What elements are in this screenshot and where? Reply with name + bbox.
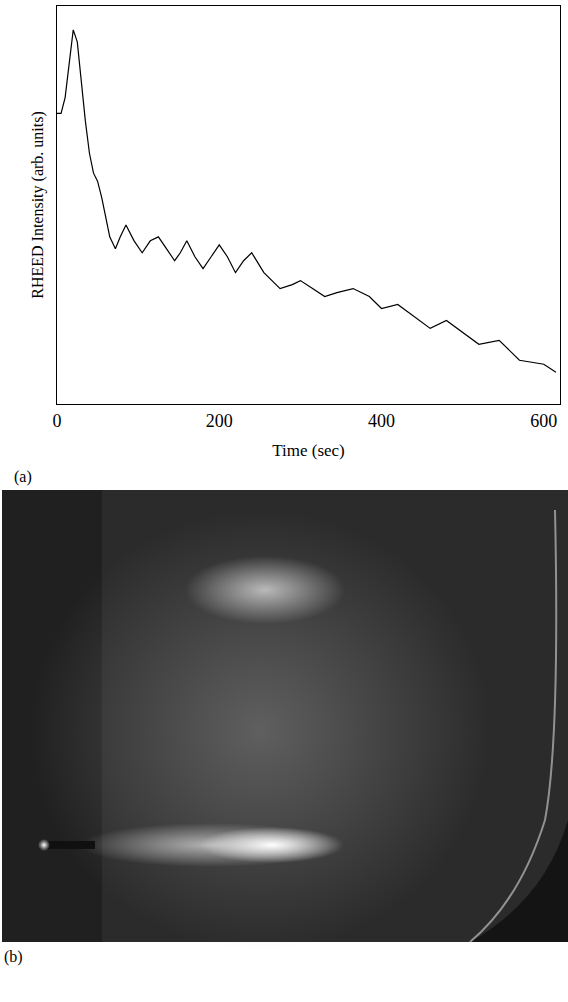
svg-text:(b): (b) [4, 948, 23, 966]
svg-text:200: 200 [206, 411, 233, 431]
svg-text:Time (sec): Time (sec) [272, 441, 345, 460]
svg-text:0: 0 [53, 411, 62, 431]
svg-text:RHEED Intensity (arb. units): RHEED Intensity (arb. units) [29, 111, 47, 299]
svg-text:600: 600 [530, 411, 557, 431]
svg-text:(a): (a) [14, 468, 32, 486]
svg-text:400: 400 [368, 411, 395, 431]
